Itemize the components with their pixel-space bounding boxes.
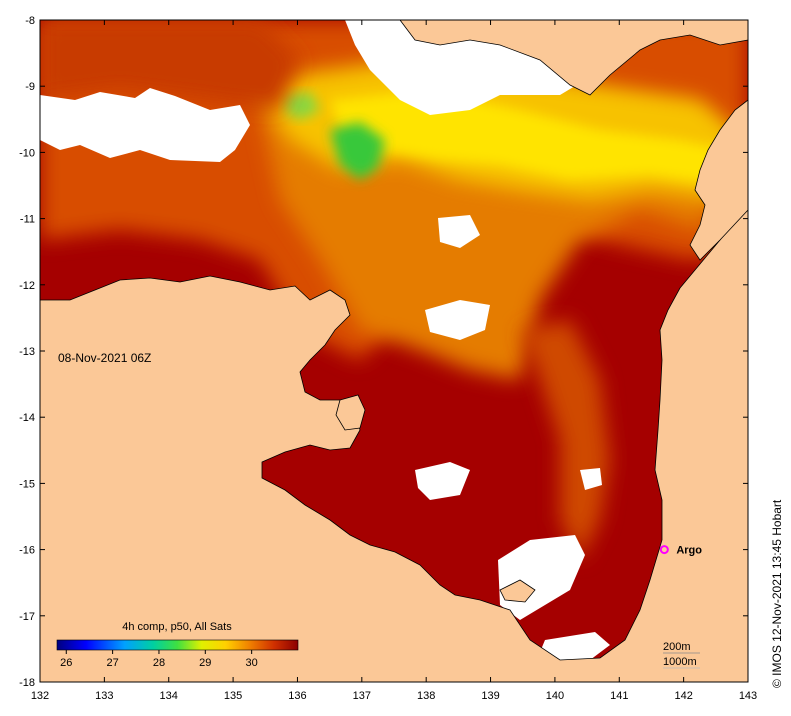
colorbar-scale [56,639,299,651]
lon-tick-label: 136 [288,690,306,702]
lat-tick-label: -18 [19,677,35,689]
lat-tick-label: -8 [25,15,35,27]
lat-tick-label: -16 [19,545,35,557]
colorbar-title: 4h comp, p50, All Sats [122,621,232,633]
argo-marker-icon [659,545,669,555]
lon-tick-label: 132 [31,690,49,702]
date-label: 08-Nov-2021 06Z [58,351,151,365]
lat-tick-label: -9 [25,81,35,93]
argo-label: Argo [676,545,702,557]
lat-tick-label: -14 [19,412,35,424]
lat-tick-label: -13 [19,346,35,358]
lon-tick-label: 135 [224,690,242,702]
credit-text: © IMOS 12-Nov-2021 13:45 Hobart [770,499,784,688]
lon-axis: 132 133 134 135 136 137 138 139 140 141 142 143 [31,20,757,702]
colorbar: 4h comp, p50, All Sats 26 27 28 29 30 [56,621,299,669]
lon-tick-label: 134 [160,690,178,702]
lon-tick-label: 141 [610,690,628,702]
sst-field [40,20,748,682]
lon-tick-label: 137 [353,690,371,702]
groote-eylandt [335,394,366,431]
colorbar-tick-label: 30 [246,657,258,669]
lat-tick-label: -11 [20,214,35,226]
lon-tick-label: 140 [546,690,564,702]
lon-tick-label: 142 [674,690,692,702]
cape-york [689,20,749,261]
sst-west-orange [40,20,300,110]
lon-tick-label: 138 [417,690,435,702]
colorbar-tick-label: 26 [60,657,72,669]
sst-green-patch [330,122,385,180]
sst-eastern-plume [520,320,610,560]
colorbar-ticks: 26 27 28 29 30 [60,650,258,669]
lat-axis: -8 -9 -10 -11 -12 -13 -14 -15 -16 -17 -18 [19,15,748,689]
colorbar-tick-label: 29 [199,657,211,669]
lat-tick-label: -10 [19,147,35,159]
land [39,19,749,683]
lon-tick-label: 133 [95,690,113,702]
isobath-1000m: 1000m [663,656,697,668]
mornington-island [499,579,536,603]
isobath-200m: 200m [663,641,691,653]
lat-tick-label: -15 [19,478,35,490]
new-guinea [399,19,749,96]
isobath-legend: 200m 1000m [663,641,700,669]
sst-green-patch-2 [285,92,320,120]
lat-tick-label: -17 [19,611,35,623]
argo-float: Argo [659,545,702,557]
colorbar-tick-label: 27 [106,657,118,669]
australia-mainland [39,209,749,683]
lat-tick-label: -12 [19,280,35,292]
lon-tick-label: 139 [481,690,499,702]
lon-tick-label: 143 [739,690,757,702]
colorbar-tick-label: 28 [153,657,165,669]
